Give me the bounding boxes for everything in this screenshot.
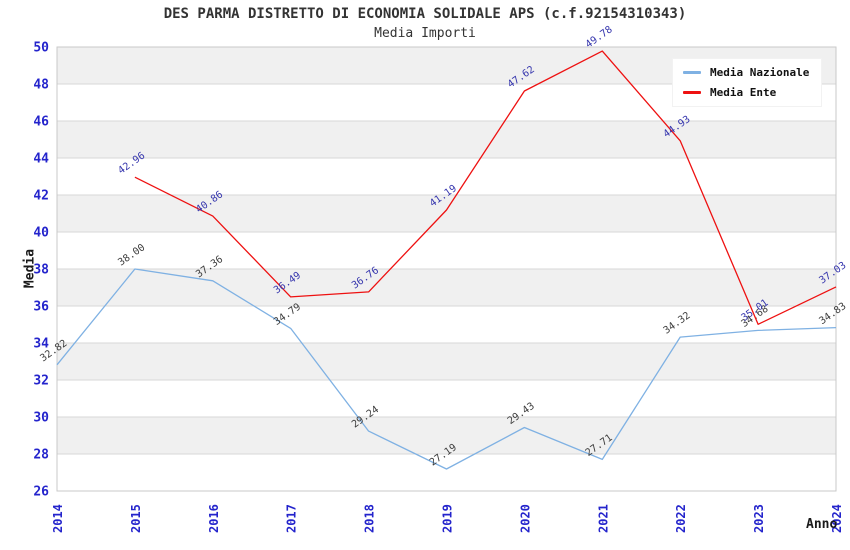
legend-label-media-ente: Media Ente xyxy=(710,86,777,99)
point-label-media-nazionale: 34.32 xyxy=(662,310,693,336)
y-tick-label: 32 xyxy=(33,374,49,389)
x-tick-label: 2022 xyxy=(674,504,688,533)
x-axis-title: Anno xyxy=(806,517,838,532)
y-tick-label: 44 xyxy=(33,152,49,167)
chart-subtitle: Media Importi xyxy=(374,26,476,41)
series-line-media-ente xyxy=(134,50,837,325)
x-tick-label: 2023 xyxy=(752,504,766,533)
legend-swatch-media-ente xyxy=(683,91,701,94)
x-tick-label: 2024 xyxy=(830,504,844,533)
x-tick-label: 2020 xyxy=(518,504,532,533)
y-tick-label: 40 xyxy=(33,226,49,241)
x-tick-label: 2014 xyxy=(51,504,65,533)
plot-border xyxy=(56,46,837,492)
legend-swatch-media-nazionale xyxy=(683,71,701,74)
y-tick-label: 46 xyxy=(33,115,49,130)
grid-band xyxy=(57,121,836,158)
x-tick-label: 2019 xyxy=(441,504,455,533)
legend: Media Nazionale Media Ente xyxy=(672,58,823,107)
x-tick-label: 2015 xyxy=(129,504,143,533)
legend-item-media-ente: Media Ente xyxy=(683,86,809,99)
legend-item-media-nazionale: Media Nazionale xyxy=(683,66,809,79)
y-tick-label: 48 xyxy=(33,78,49,93)
grid-band xyxy=(57,269,836,306)
x-tick-label: 2021 xyxy=(596,504,610,533)
legend-label-media-nazionale: Media Nazionale xyxy=(710,66,810,79)
x-tick-label: 2016 xyxy=(207,504,221,533)
y-tick-label: 38 xyxy=(33,263,49,278)
grid-band xyxy=(57,417,836,454)
x-tick-label: 2017 xyxy=(285,504,299,533)
grid-band xyxy=(57,343,836,380)
y-axis-title: Media xyxy=(22,248,38,289)
point-label-media-nazionale: 38.00 xyxy=(116,242,147,268)
y-tick-label: 28 xyxy=(33,448,49,463)
y-tick-label: 50 xyxy=(33,41,49,56)
y-tick-label: 34 xyxy=(33,337,49,352)
y-tick-label: 36 xyxy=(33,300,49,315)
y-tick-label: 30 xyxy=(33,411,49,426)
chart-title: DES PARMA DISTRETTO DI ECONOMIA SOLIDALE… xyxy=(163,6,687,22)
series-line-media-nazionale xyxy=(56,268,837,470)
x-tick-label: 2018 xyxy=(363,504,377,533)
y-tick-label: 42 xyxy=(33,189,49,204)
y-tick-label: 26 xyxy=(33,485,49,500)
